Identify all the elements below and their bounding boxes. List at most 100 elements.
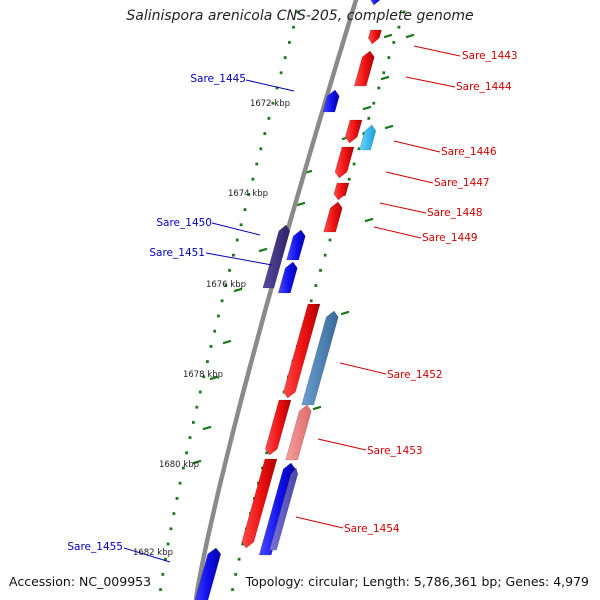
map-title: Salinispora arenicola CNS-205, complete … <box>126 8 474 24</box>
tick-mark <box>237 557 241 561</box>
tick-mark <box>172 512 176 515</box>
gene-sare-1451a <box>286 229 306 261</box>
tick-mark <box>402 10 406 14</box>
tick-mark <box>314 284 318 287</box>
gene-label-left: Sare_1450 <box>156 217 212 229</box>
tick-mark <box>392 41 396 44</box>
label-leader-lines <box>123 45 461 563</box>
tick-mark <box>235 238 239 242</box>
scale-tick <box>258 247 268 253</box>
gene-sare-1454b <box>258 462 296 556</box>
tick-mark <box>234 573 238 576</box>
leader-line <box>339 362 387 375</box>
tick-mark <box>243 208 247 211</box>
leader-line <box>295 516 344 529</box>
tick-mark <box>241 542 245 546</box>
gene-label-right: Sare_1444 <box>456 81 512 93</box>
tick-mark <box>188 436 192 439</box>
gene-label-right: Sare_1449 <box>422 232 478 244</box>
leader-line <box>317 438 367 451</box>
tick-mark <box>319 269 322 272</box>
scale-label: 1672 kbp <box>250 99 290 109</box>
gene-sare-1453a <box>264 399 292 456</box>
tick-mark <box>224 284 228 287</box>
gene-sare-1444 <box>353 50 375 87</box>
scale-tick <box>384 124 394 130</box>
leader-line <box>385 171 434 184</box>
tick-mark <box>164 557 167 561</box>
tick-mark <box>175 497 179 500</box>
tick-mark <box>288 41 291 44</box>
tick-mark <box>228 269 231 272</box>
gene-label-right: Sare_1453 <box>367 445 423 457</box>
gene-sare-1454c <box>269 467 299 551</box>
leader-line <box>393 140 441 153</box>
gene-label-left: Sare_1451 <box>149 247 205 259</box>
tick-mark <box>265 451 269 455</box>
leader-line <box>413 45 461 57</box>
gene-sare-1455 <box>194 547 222 600</box>
genome-summary-text: Topology: circular; Length: 5,786,361 bp… <box>245 574 589 589</box>
tick-mark <box>377 86 381 90</box>
tick-mark <box>367 117 371 120</box>
tick-mark <box>352 162 356 166</box>
gene-sare-1443 <box>367 29 382 45</box>
scale-label: 1680 kbp <box>159 460 199 470</box>
leader-line <box>379 202 427 214</box>
tick-mark <box>347 177 351 181</box>
tick-mark <box>231 588 234 591</box>
gene-label-right: Sare_1452 <box>387 369 443 381</box>
tick-mark <box>181 466 185 470</box>
scale-label: 1674 kbp <box>228 189 268 199</box>
tick-mark <box>372 101 376 105</box>
gene-sare-1446b <box>359 124 377 151</box>
tick-mark <box>267 117 271 120</box>
leader-line <box>245 79 295 92</box>
scale-tick <box>296 201 306 207</box>
tick-mark <box>357 147 361 151</box>
gene-sare-1448b <box>323 201 343 233</box>
tick-mark <box>328 238 332 242</box>
tick-mark <box>247 193 251 196</box>
tick-mark <box>309 299 313 303</box>
gene-sare-1453b <box>285 404 312 461</box>
scale-tick <box>362 105 372 111</box>
leader-line <box>405 76 456 88</box>
gene-label-right: Sare_1454 <box>344 523 400 535</box>
leader-line <box>205 252 273 266</box>
scale-tick <box>405 33 415 39</box>
gene-sare-1448a <box>333 182 350 201</box>
tick-mark <box>198 390 202 394</box>
tick-mark <box>161 573 165 576</box>
genome-backbone <box>193 0 359 600</box>
tick-mark <box>292 25 295 29</box>
tick-mark <box>220 299 224 303</box>
tick-mark <box>283 56 287 59</box>
leader-line <box>211 222 261 236</box>
gene-label-right: Sare_1448 <box>427 207 483 219</box>
scale-label: 1678 kbp <box>183 370 223 380</box>
tick-mark <box>195 405 199 409</box>
gene-sare-1447 <box>334 146 355 179</box>
scale-tick <box>209 375 219 381</box>
scale-tick <box>192 459 202 465</box>
tick-mark <box>232 253 235 257</box>
tick-mark <box>239 223 243 227</box>
gene-label-right: Sare_1447 <box>434 177 490 189</box>
gene-sare-1445 <box>322 89 340 113</box>
tick-mark <box>169 527 173 531</box>
scale-tick <box>202 425 212 431</box>
scale-tick <box>383 33 393 39</box>
tick-mark <box>213 329 217 333</box>
gene-label-left: Sare_1455 <box>67 541 123 553</box>
tick-mark <box>255 162 259 166</box>
scale-tick <box>380 75 390 81</box>
tick-mark <box>192 421 195 424</box>
tick-mark <box>217 314 220 318</box>
tick-mark <box>251 177 255 181</box>
tick-mark <box>323 253 327 257</box>
gene-top-partial <box>370 0 381 6</box>
tick-mark <box>206 360 209 363</box>
tick-mark <box>259 147 263 151</box>
